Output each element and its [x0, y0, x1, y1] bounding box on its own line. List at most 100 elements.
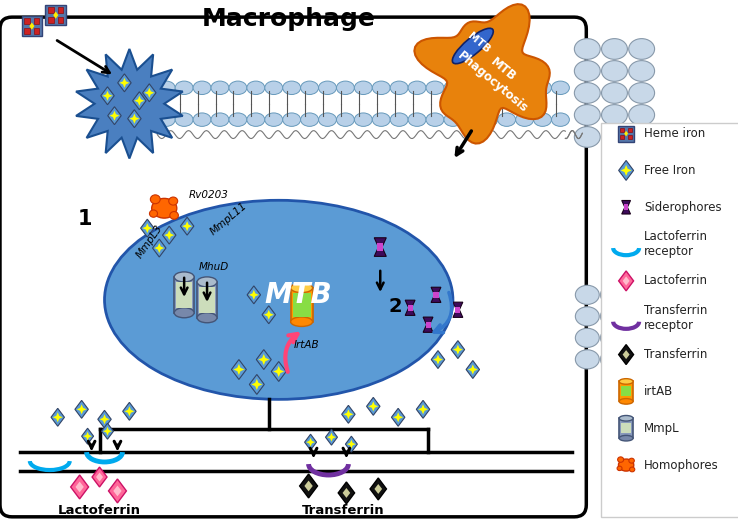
- Polygon shape: [262, 306, 276, 324]
- Polygon shape: [619, 345, 634, 365]
- Ellipse shape: [629, 458, 634, 463]
- Polygon shape: [130, 113, 139, 123]
- Ellipse shape: [408, 81, 426, 95]
- Polygon shape: [344, 410, 353, 419]
- Polygon shape: [451, 340, 465, 359]
- Polygon shape: [182, 221, 192, 231]
- Ellipse shape: [498, 113, 516, 127]
- Ellipse shape: [426, 81, 444, 95]
- Polygon shape: [162, 226, 176, 244]
- Polygon shape: [264, 310, 273, 320]
- Ellipse shape: [600, 285, 625, 304]
- Bar: [48, 7, 53, 13]
- Polygon shape: [619, 161, 634, 180]
- Ellipse shape: [574, 105, 600, 126]
- Polygon shape: [622, 277, 630, 286]
- Polygon shape: [142, 84, 156, 102]
- Bar: [456, 306, 460, 313]
- Ellipse shape: [575, 285, 599, 304]
- Ellipse shape: [391, 113, 408, 127]
- Bar: [24, 28, 30, 33]
- Text: Heme iron: Heme iron: [644, 127, 705, 140]
- Ellipse shape: [197, 313, 217, 323]
- Ellipse shape: [628, 127, 654, 147]
- Polygon shape: [180, 217, 194, 235]
- Polygon shape: [70, 475, 89, 499]
- Bar: [34, 18, 39, 24]
- Polygon shape: [271, 361, 286, 381]
- Polygon shape: [259, 354, 269, 365]
- Polygon shape: [76, 49, 183, 158]
- Ellipse shape: [619, 415, 633, 421]
- Ellipse shape: [617, 466, 622, 471]
- Polygon shape: [619, 271, 634, 291]
- Ellipse shape: [602, 83, 628, 104]
- Polygon shape: [83, 432, 92, 440]
- Polygon shape: [102, 423, 113, 439]
- Ellipse shape: [628, 61, 654, 82]
- Bar: [628, 128, 632, 132]
- Polygon shape: [98, 411, 111, 428]
- Polygon shape: [233, 364, 245, 375]
- Polygon shape: [251, 379, 262, 390]
- Bar: [408, 305, 413, 311]
- Ellipse shape: [444, 113, 462, 127]
- Polygon shape: [393, 412, 403, 422]
- Ellipse shape: [157, 81, 175, 95]
- Ellipse shape: [426, 113, 444, 127]
- Ellipse shape: [625, 307, 649, 326]
- Bar: [24, 18, 30, 24]
- Polygon shape: [102, 91, 113, 101]
- Ellipse shape: [575, 328, 599, 347]
- Ellipse shape: [229, 113, 247, 127]
- Ellipse shape: [628, 83, 654, 104]
- Bar: [199, 287, 215, 313]
- Bar: [176, 282, 192, 308]
- Polygon shape: [273, 366, 285, 377]
- Ellipse shape: [283, 113, 301, 127]
- Ellipse shape: [619, 436, 633, 441]
- Ellipse shape: [211, 81, 229, 95]
- Ellipse shape: [247, 113, 265, 127]
- Polygon shape: [468, 365, 478, 374]
- Polygon shape: [142, 223, 152, 233]
- Ellipse shape: [575, 307, 599, 326]
- Ellipse shape: [211, 113, 229, 127]
- Polygon shape: [370, 478, 387, 500]
- Polygon shape: [256, 349, 271, 370]
- Bar: [618, 126, 634, 142]
- Bar: [34, 28, 39, 33]
- Polygon shape: [75, 401, 88, 418]
- Polygon shape: [453, 302, 463, 317]
- Ellipse shape: [619, 399, 633, 404]
- Polygon shape: [51, 408, 64, 426]
- Ellipse shape: [193, 81, 211, 95]
- Ellipse shape: [336, 81, 354, 95]
- Ellipse shape: [534, 113, 551, 127]
- Polygon shape: [431, 287, 441, 302]
- Polygon shape: [53, 12, 59, 19]
- Ellipse shape: [319, 113, 336, 127]
- Bar: [197, 282, 217, 318]
- Text: Lactoferrin
receptor: Lactoferrin receptor: [644, 230, 708, 258]
- Ellipse shape: [150, 210, 158, 217]
- Ellipse shape: [290, 283, 313, 292]
- Ellipse shape: [372, 113, 391, 127]
- Text: Rv0203: Rv0203: [189, 190, 229, 200]
- Polygon shape: [99, 414, 110, 424]
- Polygon shape: [53, 412, 63, 422]
- Ellipse shape: [602, 127, 628, 147]
- Ellipse shape: [283, 81, 301, 95]
- Text: irtAB: irtAB: [644, 385, 674, 398]
- Polygon shape: [108, 479, 127, 503]
- Ellipse shape: [265, 113, 283, 127]
- Bar: [425, 322, 431, 328]
- Polygon shape: [431, 350, 445, 369]
- Polygon shape: [306, 438, 315, 447]
- Polygon shape: [325, 429, 337, 445]
- Polygon shape: [299, 474, 318, 498]
- Ellipse shape: [600, 328, 625, 347]
- Ellipse shape: [174, 308, 194, 318]
- Bar: [293, 293, 310, 317]
- Polygon shape: [134, 96, 144, 106]
